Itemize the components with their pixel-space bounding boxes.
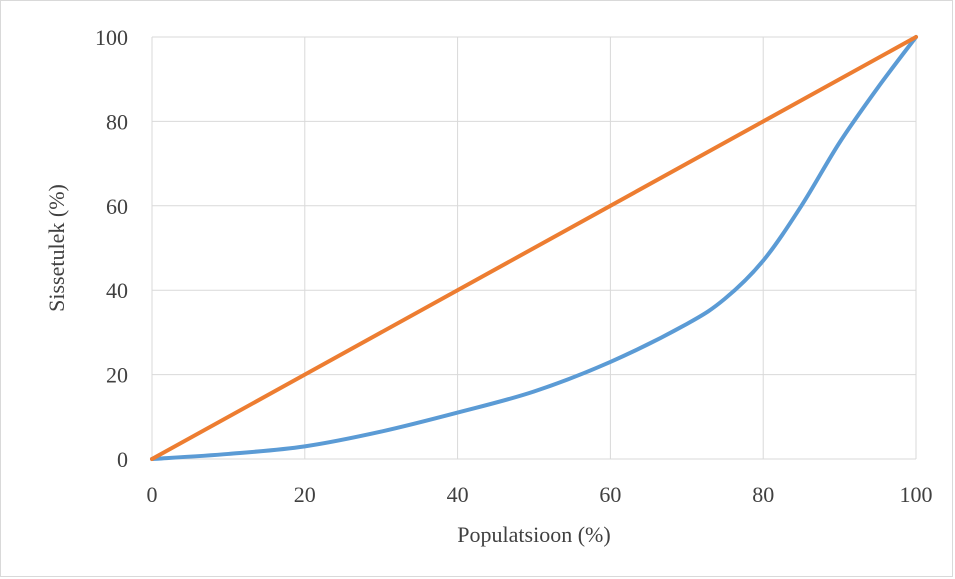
x-tick-label: 100 <box>900 482 933 507</box>
y-tick-label: 60 <box>106 194 128 219</box>
lorenz-curve-line <box>150 35 918 461</box>
equality-line <box>150 35 918 461</box>
y-tick-label: 80 <box>106 109 128 134</box>
x-tick-label: 40 <box>447 482 469 507</box>
x-tick-label: 60 <box>599 482 621 507</box>
y-tick-label: 20 <box>106 363 128 388</box>
x-tick-label: 80 <box>752 482 774 507</box>
y-tick-label: 40 <box>106 278 128 303</box>
x-tick-labels: 0 20 40 60 80 100 <box>147 482 933 507</box>
y-axis-title: Sissetulek (%) <box>44 184 69 312</box>
y-tick-label: 100 <box>95 25 128 50</box>
x-axis-title: Populatsioon (%) <box>457 522 610 547</box>
x-tick-label: 0 <box>147 482 158 507</box>
x-tick-label: 20 <box>294 482 316 507</box>
y-tick-label: 0 <box>117 447 128 472</box>
grid <box>151 36 917 460</box>
y-tick-labels: 0 20 40 60 80 100 <box>95 25 128 472</box>
series-group <box>150 35 918 461</box>
